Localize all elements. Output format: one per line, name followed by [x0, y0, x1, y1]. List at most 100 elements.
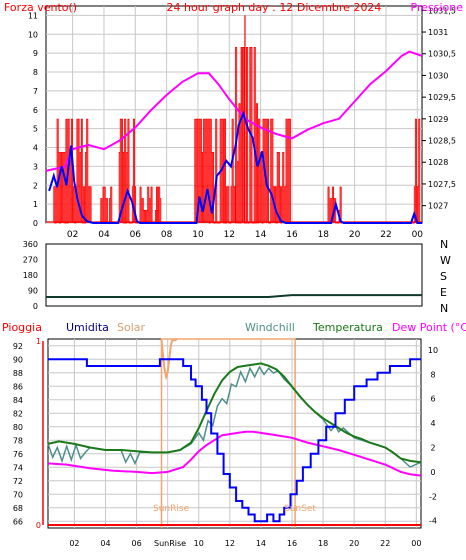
wind-tick-label: 7: [33, 87, 38, 96]
wind-tick-label: 9: [33, 49, 38, 58]
humidity-legend-label: Umidita: [66, 321, 109, 334]
pressure-tick-label: 1027,5: [428, 180, 456, 189]
humidity-line: [48, 358, 421, 523]
temperature-tick-label: 8: [430, 370, 435, 379]
wind-force-axis-label: Forza vento(): [4, 1, 77, 14]
wind-gust-block: [257, 118, 291, 224]
wind-average-line: [48, 110, 422, 224]
windchill-line: [47, 365, 422, 468]
humidity-tick-label: 76: [13, 450, 23, 459]
wind-tick-label: 3: [33, 162, 38, 171]
x-tick-label: 00: [411, 539, 421, 548]
x-tick-label: 02: [67, 230, 78, 240]
temperature-tick-label: 6: [430, 395, 435, 404]
humidity-tick-label: 86: [13, 382, 23, 391]
temperature-tick-label: 2: [430, 444, 435, 453]
chart-title: 24 hour graph day : 12 Dicembre 2024: [167, 1, 382, 14]
x-tick-label: 14: [256, 539, 266, 548]
wind-gust-block: [53, 118, 93, 224]
wind-tick-label: 10: [28, 30, 38, 39]
x-tick-label: 12: [224, 230, 235, 240]
wind-direction-line: [46, 294, 422, 298]
pressure-tick-label: 1028: [428, 158, 448, 167]
direction-tick-label: 180: [23, 271, 38, 280]
wind-tick-label: 4: [33, 144, 38, 153]
direction-tick-label: 90: [28, 287, 38, 296]
rain-tick-label: 1: [36, 337, 41, 346]
temperature-line: [47, 362, 422, 464]
direction-tick-label: 0: [33, 302, 38, 311]
humidity-temperature-chart: 02 04 06 10 12 14 16 18 20 22 00666870727476788082…: [2, 321, 466, 548]
pressure-tick-label: 1027: [428, 202, 448, 211]
solar-line: [160, 338, 178, 381]
x-tick-label: 10: [192, 230, 204, 240]
x-tick-label: 08: [161, 230, 173, 240]
cardinal-label: W: [440, 254, 451, 267]
solar-legend-label: Solar: [117, 321, 146, 334]
sunrise-label: SunRise: [153, 504, 190, 514]
humidity-tick-label: 82: [13, 409, 23, 418]
x-tick-label: 04: [100, 539, 110, 548]
dewpoint-legend-label: Dew Point (°C): [392, 321, 466, 334]
cardinal-label: E: [440, 286, 447, 299]
humidity-tick-label: 88: [13, 369, 23, 378]
wind-tick-label: 5: [33, 125, 38, 134]
humidity-tick-label: 70: [13, 490, 23, 499]
humidity-tick-label: 78: [13, 436, 23, 445]
x-tick-label: 06: [131, 539, 141, 548]
x-tick-label: 22: [380, 539, 390, 548]
wind-tick-label: 8: [33, 68, 38, 77]
wind-tick-label: 6: [33, 106, 38, 115]
pressure-tick-label: 1030: [428, 71, 448, 80]
wind-gust-block: [194, 118, 237, 224]
x-tick-label: 00: [412, 230, 424, 240]
humidity-tick-label: 74: [13, 463, 23, 472]
temperature-tick-label: 10: [428, 346, 438, 355]
temperature-tick-label: 0: [430, 468, 435, 477]
x-tick-label: 14: [255, 230, 267, 240]
pressure-tick-label: 1029: [428, 115, 448, 124]
humidity-temperature-ticks: 02 04 06 10 12 14 16 18 20 22 00666870727476788082…: [13, 337, 438, 548]
pressure-tick-label: 1031: [428, 28, 448, 37]
x-tick-label: 16: [286, 230, 298, 240]
x-tick-label: 12: [225, 539, 235, 548]
humidity-temperature-lines: [47, 338, 422, 528]
temperature-tick-label: -4: [429, 517, 437, 526]
pressure-tick-label: 1029,5: [428, 93, 456, 102]
x-tick-label: 22: [380, 230, 391, 240]
rain-legend-label: Pioggia: [2, 321, 42, 334]
wind-tick-label: 1: [33, 200, 38, 209]
cardinal-label: S: [440, 270, 447, 283]
dewpoint-line: [47, 430, 422, 477]
temperature-legend-label: Temperatura: [312, 321, 383, 334]
sun-window: [160, 338, 296, 528]
cardinal-label: N: [440, 238, 448, 251]
direction-tick-label: 270: [23, 256, 38, 265]
x-tick-label: 20: [349, 230, 361, 240]
wind-gust-block: [139, 186, 162, 224]
wind-tick-label: 11: [28, 11, 38, 20]
wind-pressure-lines: [45, 50, 423, 224]
pressure-line: [45, 50, 423, 172]
pressure-tick-label: 1030,5: [428, 50, 456, 59]
x-tick-label: 02: [69, 539, 79, 548]
x-tick-label: 20: [349, 539, 359, 548]
pressure-axis-label: Pressione: [411, 1, 464, 14]
wind-pressure-chart: 02 04 06 08 10 12 14 16 18 20 22 000123456789101110…: [4, 1, 463, 240]
pressure-tick-label: 1031,5: [428, 6, 456, 15]
humidity-tick-label: 90: [13, 355, 23, 364]
x-tick-label: 18: [318, 539, 328, 548]
rain-tick-label: 0: [36, 521, 41, 530]
wind-gust-block: [118, 118, 139, 224]
x-tick-label: 16: [287, 539, 297, 548]
sunset-label: SunSet: [284, 504, 316, 514]
wind-pressure-ticks: 02 04 06 08 10 12 14 16 18 20 22 000123456789101110…: [28, 6, 456, 240]
humidity-tick-label: 72: [13, 477, 23, 486]
x-tick-label: 06: [130, 230, 142, 240]
x-tick-label: 04: [98, 230, 110, 240]
humidity-tick-label: 66: [13, 517, 23, 526]
cardinal-label: N: [440, 302, 448, 315]
